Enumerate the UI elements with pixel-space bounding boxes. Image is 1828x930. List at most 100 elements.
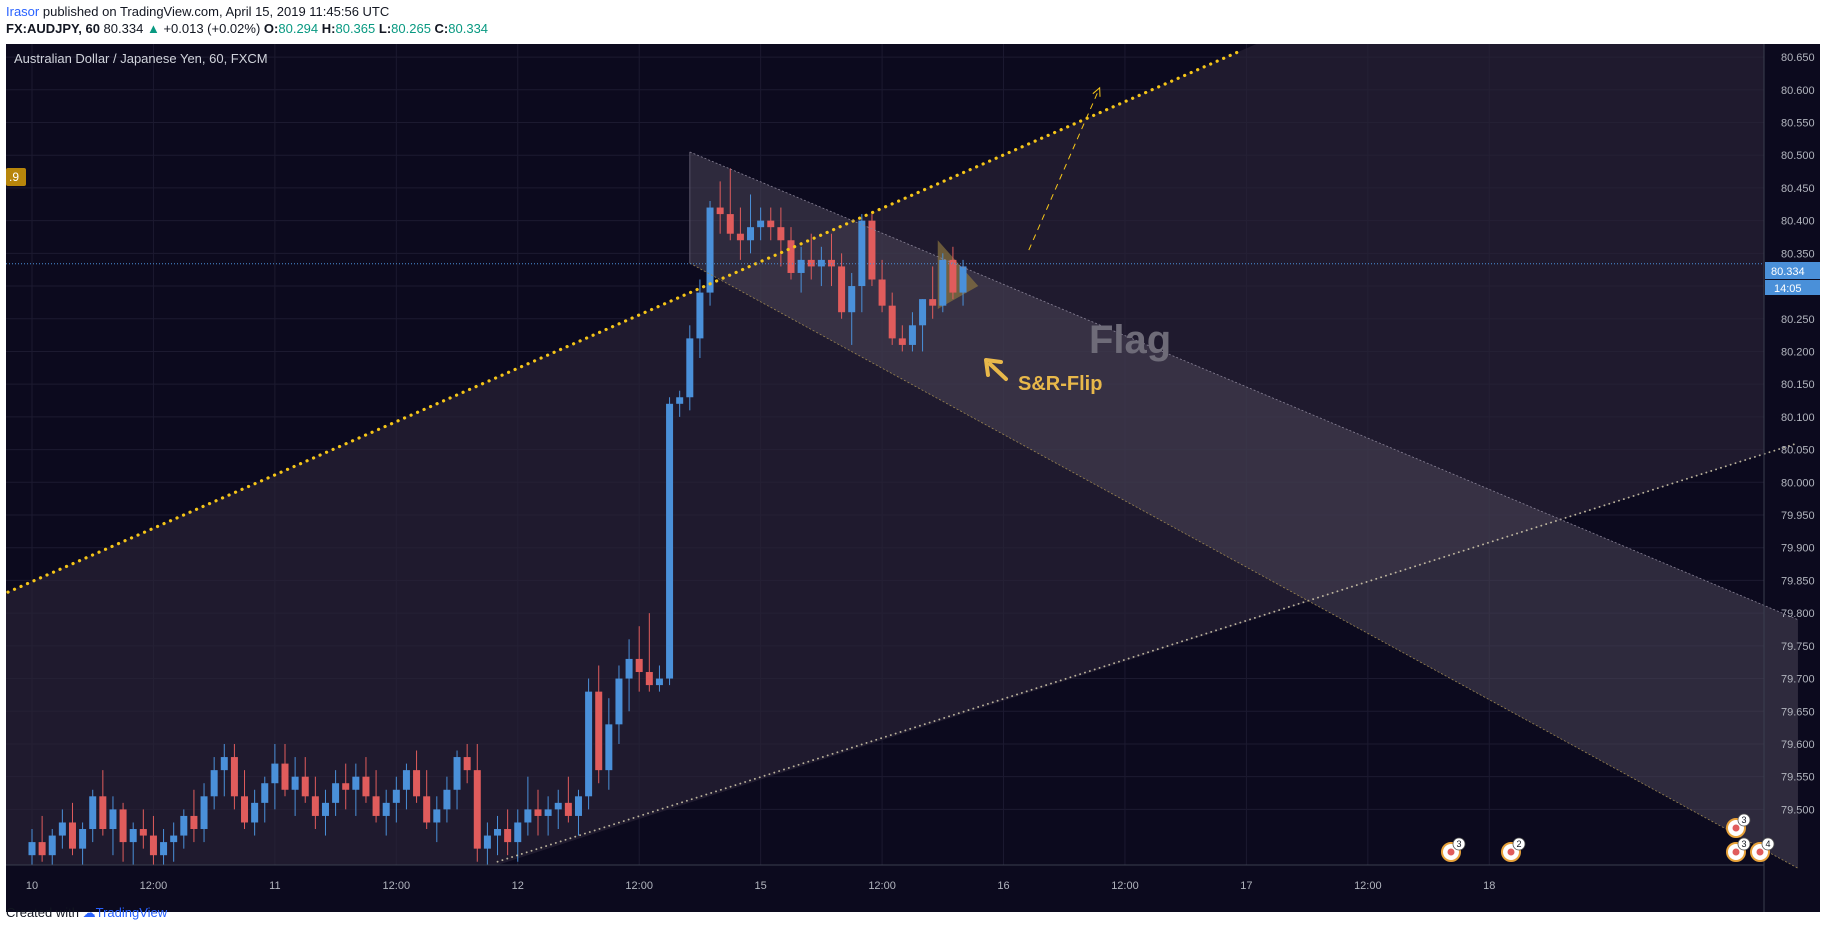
candle-body-41 xyxy=(443,789,451,810)
candle-body-34 xyxy=(372,796,380,816)
y-tick-label-17: 79.800 xyxy=(1781,608,1815,620)
y-tick-label-15: 79.900 xyxy=(1781,543,1815,555)
candle-body-68 xyxy=(716,207,724,215)
y-tick-label-23: 79.500 xyxy=(1781,804,1815,816)
change: +0.013 (+0.02%) xyxy=(163,21,261,36)
rising-support-line xyxy=(6,48,1243,595)
candle-body-2 xyxy=(48,835,56,856)
rising-channel-fill xyxy=(6,44,1764,865)
y-tick-label-16: 79.850 xyxy=(1781,575,1815,587)
x-tick-label-6: 15 xyxy=(755,880,767,892)
candle-body-33 xyxy=(362,776,370,797)
candle-body-10 xyxy=(129,829,137,843)
candle-body-13 xyxy=(160,842,168,856)
candle-body-74 xyxy=(777,227,785,241)
y-tick-label-22: 79.550 xyxy=(1781,772,1815,784)
candle-body-23 xyxy=(261,783,269,803)
candle-body-82 xyxy=(858,220,866,287)
x-axis-labels[interactable]: 10 12:00 11 12:00 12 12:00 15 12:00 16 12:00 17 12:… xyxy=(26,880,1496,892)
candle-body-79 xyxy=(827,259,835,267)
candle-body-63 xyxy=(666,403,674,679)
flag-annotation: Flag xyxy=(1089,318,1171,362)
candle-body-91 xyxy=(949,259,957,293)
chart-legend: Australian Dollar / Japanese Yen, 60, FX… xyxy=(14,51,268,66)
candle-body-83 xyxy=(868,220,876,280)
tradingview-logo-icon: ☁ xyxy=(82,905,96,920)
candle-body-81 xyxy=(848,286,856,313)
price-chart[interactable]: 80.650 80.600 80.550 80.500 80.450 80.400 80.3… xyxy=(6,44,1820,912)
event-dot-0 xyxy=(1447,848,1455,856)
low-value: 80.265 xyxy=(391,21,431,36)
event-dot-4 xyxy=(1756,848,1764,856)
event-dot-2 xyxy=(1732,848,1740,856)
candle-body-49 xyxy=(524,809,532,823)
candle-body-57 xyxy=(605,724,613,771)
candle-body-19 xyxy=(220,757,228,771)
event-markers[interactable]: 3 2 3 3 4 xyxy=(1441,813,1775,862)
event-count-bubble-2 xyxy=(1737,837,1751,851)
symbol: FX:AUDJPY, 60 xyxy=(6,21,100,36)
apex-triangle xyxy=(937,240,979,309)
event-count-2: 3 xyxy=(1741,839,1746,849)
open-label: O: xyxy=(263,21,279,36)
event-count-3: 3 xyxy=(1741,815,1746,825)
candle-body-29 xyxy=(321,802,329,816)
y-tick-label-13: 80.000 xyxy=(1781,477,1815,489)
event-dot-3 xyxy=(1732,824,1740,832)
candle-body-24 xyxy=(271,763,279,784)
y-tick-label-18: 79.750 xyxy=(1781,641,1815,653)
candle-body-26 xyxy=(291,776,299,790)
x-tick-label-12: 18 xyxy=(1483,880,1495,892)
event-count-bubble-3 xyxy=(1737,813,1751,827)
candles xyxy=(28,168,967,875)
candle-body-65 xyxy=(686,338,694,398)
drawings-fill xyxy=(6,44,1798,869)
candle-body-92 xyxy=(959,266,967,293)
candle-body-4 xyxy=(68,822,76,849)
high-value: 80.365 xyxy=(335,21,376,36)
candle-body-36 xyxy=(392,789,400,803)
candle-body-72 xyxy=(757,220,765,228)
candle-body-37 xyxy=(402,770,410,790)
tradingview-link[interactable]: TradingView xyxy=(95,905,168,920)
candle-body-30 xyxy=(332,783,340,803)
y-tick-label-21: 79.600 xyxy=(1781,739,1815,751)
candle-body-73 xyxy=(767,220,775,228)
candle-body-64 xyxy=(676,397,684,404)
event-count-0: 3 xyxy=(1456,839,1461,849)
up-arrow-icon: ▲ xyxy=(146,21,160,36)
high-label: H: xyxy=(321,21,336,36)
y-tick-label-19: 79.700 xyxy=(1781,674,1815,686)
candle-body-32 xyxy=(352,776,360,790)
footer: Created with ☁TradingView xyxy=(6,905,167,921)
lower-channel-line xyxy=(496,442,1799,863)
close-label: C: xyxy=(434,21,449,36)
candle-body-17 xyxy=(200,796,208,830)
y-tick-label-3: 80.500 xyxy=(1781,150,1815,162)
projection-arrow-line xyxy=(1028,87,1101,251)
candle-body-15 xyxy=(180,815,188,836)
author-link[interactable]: Irasor xyxy=(6,4,40,19)
left-badge xyxy=(6,168,26,186)
y-tick-label-9: 80.200 xyxy=(1781,346,1815,358)
candle-body-0 xyxy=(28,842,36,856)
x-tick-label-0: 10 xyxy=(26,880,38,892)
y-tick-label-10: 80.150 xyxy=(1781,379,1815,391)
projection-arrow-head xyxy=(1092,86,1101,97)
y-tick-label-20: 79.650 xyxy=(1781,706,1815,718)
candle-body-67 xyxy=(706,207,714,293)
candle-body-6 xyxy=(89,796,97,830)
candle-body-48 xyxy=(514,822,522,843)
candle-body-43 xyxy=(463,757,471,771)
candle-body-66 xyxy=(696,292,704,339)
candle-body-61 xyxy=(645,672,653,686)
y-tick-label-5: 80.400 xyxy=(1781,216,1815,228)
candle-body-76 xyxy=(797,259,805,273)
candle-body-14 xyxy=(170,835,178,843)
x-tick-label-5: 12:00 xyxy=(625,880,653,892)
x-tick-label-7: 12:00 xyxy=(868,880,896,892)
event-count-bubble-1 xyxy=(1512,837,1526,851)
candle-body-5 xyxy=(79,829,87,849)
candle-body-90 xyxy=(939,259,947,306)
candle-body-45 xyxy=(483,835,491,849)
